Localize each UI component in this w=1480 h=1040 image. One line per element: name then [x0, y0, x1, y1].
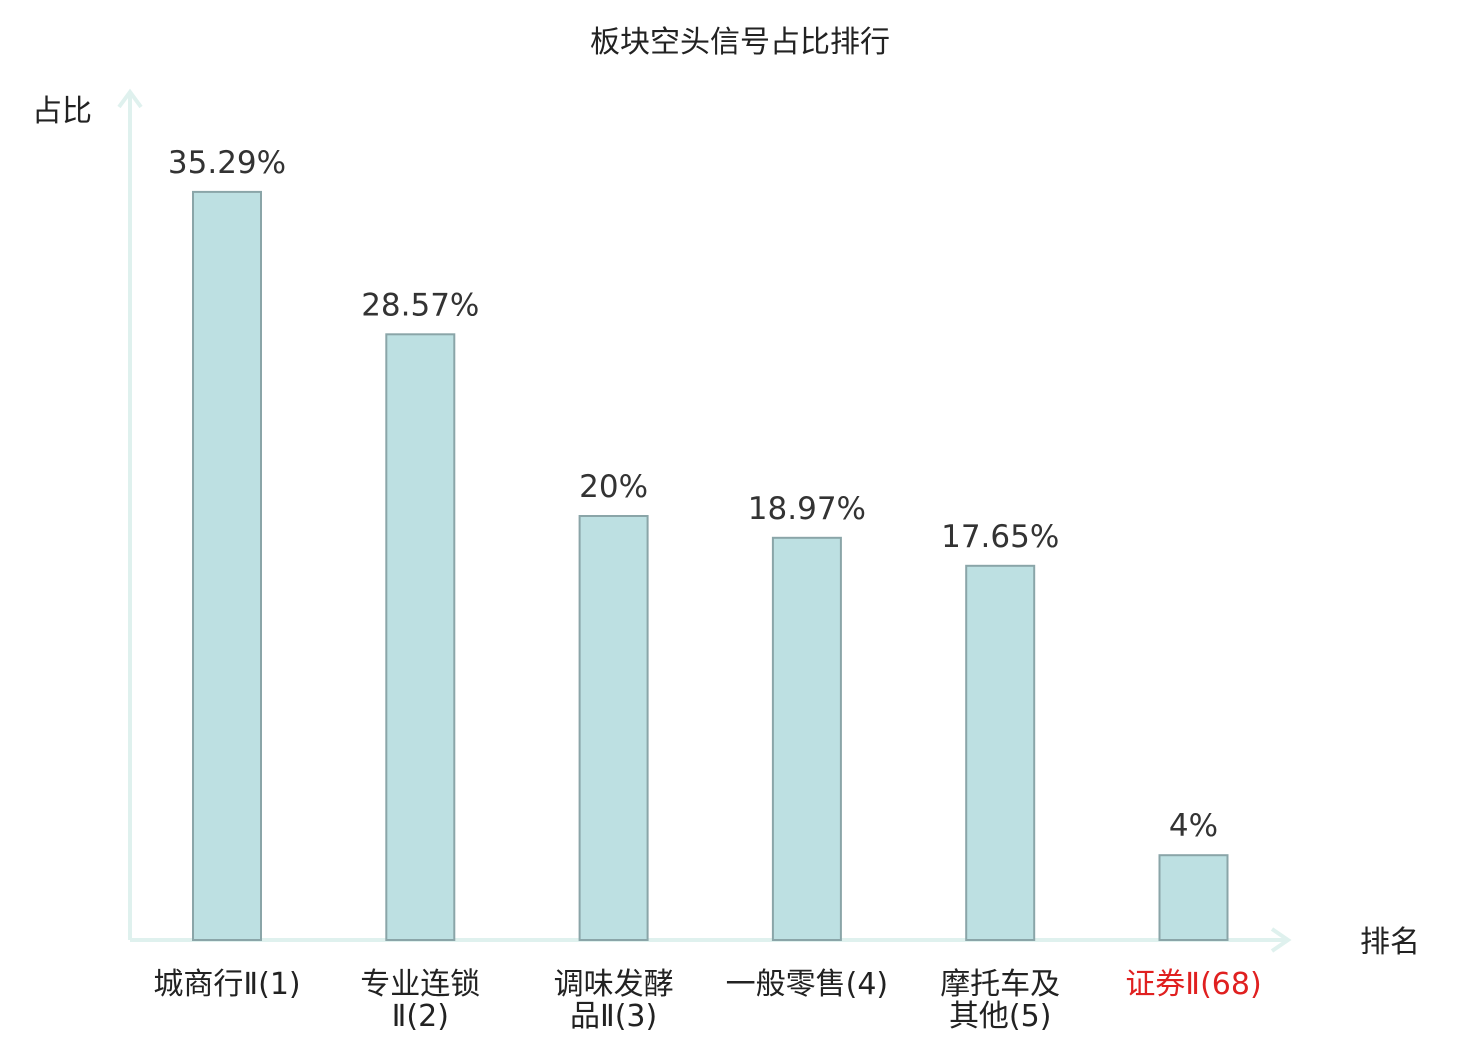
category-label-4: 一般零售(4) [726, 967, 889, 1002]
value-labels: 35.29% 28.57% 20% 18.97% 17.65% 4% [168, 145, 1218, 844]
value-label-5: 17.65% [941, 519, 1059, 555]
bar-5 [965, 564, 1036, 941]
value-label-2: 28.57% [361, 287, 479, 323]
category-label-5-line-2: 其他(5) [949, 999, 1052, 1034]
category-label-3-line-2: 品Ⅱ(3) [570, 999, 657, 1034]
bar-4 [771, 536, 842, 941]
value-label-4: 18.97% [748, 491, 866, 527]
bars [192, 190, 1229, 942]
value-label-1: 35.29% [168, 145, 286, 181]
bar-3 [578, 515, 649, 941]
category-label-6: 证券Ⅱ(68) [1125, 967, 1261, 1002]
y-axis [117, 88, 143, 940]
value-label-6: 4% [1169, 808, 1218, 844]
category-label-2-line-1: 专业连锁 [360, 967, 480, 1002]
bar-1 [192, 190, 262, 941]
x-axis [130, 927, 1292, 953]
x-axis-label: 排名 [1360, 925, 1420, 960]
category-label-5-line-1: 摩托车及 [940, 967, 1060, 1002]
bar-2 [385, 333, 456, 941]
bar-6 [1158, 854, 1229, 942]
value-label-3: 20% [579, 469, 648, 505]
category-label-1: 城商行Ⅱ(1) [153, 967, 300, 1002]
y-axis-label: 占比 [32, 94, 92, 129]
category-label-3-line-1: 调味发酵 [554, 967, 674, 1002]
category-label-2-line-2: Ⅱ(2) [392, 999, 449, 1034]
chart-title: 板块空头信号占比排行 [590, 25, 890, 60]
